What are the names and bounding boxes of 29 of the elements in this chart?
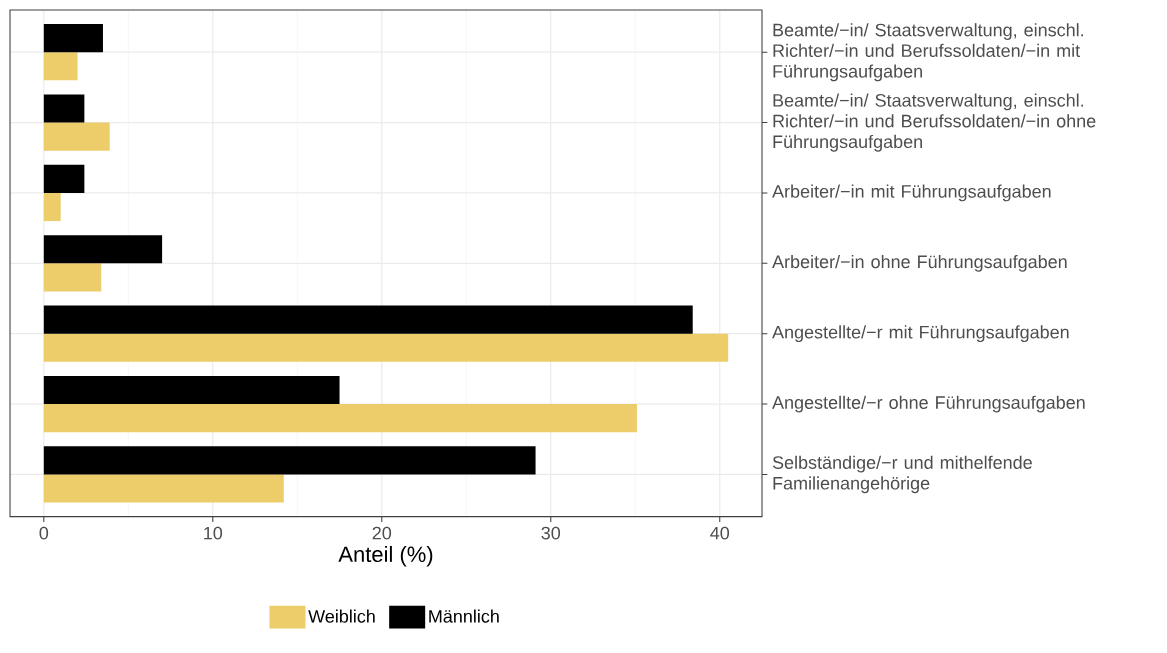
bar xyxy=(43,404,637,433)
bar xyxy=(43,263,102,292)
bar xyxy=(43,192,61,222)
y-tick-label: Arbeiter/−in mit Führungsaufgaben xyxy=(772,184,1051,202)
x-axis-title: Anteil (%) xyxy=(338,545,433,567)
y-tick-label: Angestellte/−r mit Führungsaufgaben xyxy=(772,325,1069,343)
y-tick-label: Selbständige/−r und mithelfende Familienangehörige xyxy=(772,455,1032,494)
bar xyxy=(43,235,163,264)
bar xyxy=(43,52,78,81)
y-tick-label: Beamte/−in/ Staatsverwaltung, einschl. Richter/−in und Berufssoldaten/−in mit Führungsaufgaben xyxy=(773,23,1084,82)
y-tick-label: Angestellte/−r ohne Führungsaufgaben xyxy=(772,395,1085,413)
bar xyxy=(43,94,85,123)
bar xyxy=(43,305,693,334)
legend-label: Männlich xyxy=(429,609,499,623)
x-tick-label: 40 xyxy=(710,526,730,540)
bar xyxy=(43,474,284,503)
bar xyxy=(43,333,729,362)
bar xyxy=(43,24,103,53)
bar xyxy=(43,446,536,475)
x-tick-label: 0 xyxy=(39,526,49,540)
y-tick-label: Arbeiter/−in ohne Führungsaufgaben xyxy=(772,254,1067,272)
x-tick-label: 20 xyxy=(372,526,392,540)
bar xyxy=(43,122,110,151)
y-tick-label: Beamte/−in/ Staatsverwaltung, einschl. Richter/−in und Berufssoldaten/−in ohne Führungsaufgaben xyxy=(773,93,1096,152)
x-tick-label: 30 xyxy=(541,526,561,540)
x-tick-label: 10 xyxy=(204,526,223,540)
bar xyxy=(43,375,340,405)
bar xyxy=(43,164,85,193)
legend-label: Weiblich xyxy=(308,609,375,623)
